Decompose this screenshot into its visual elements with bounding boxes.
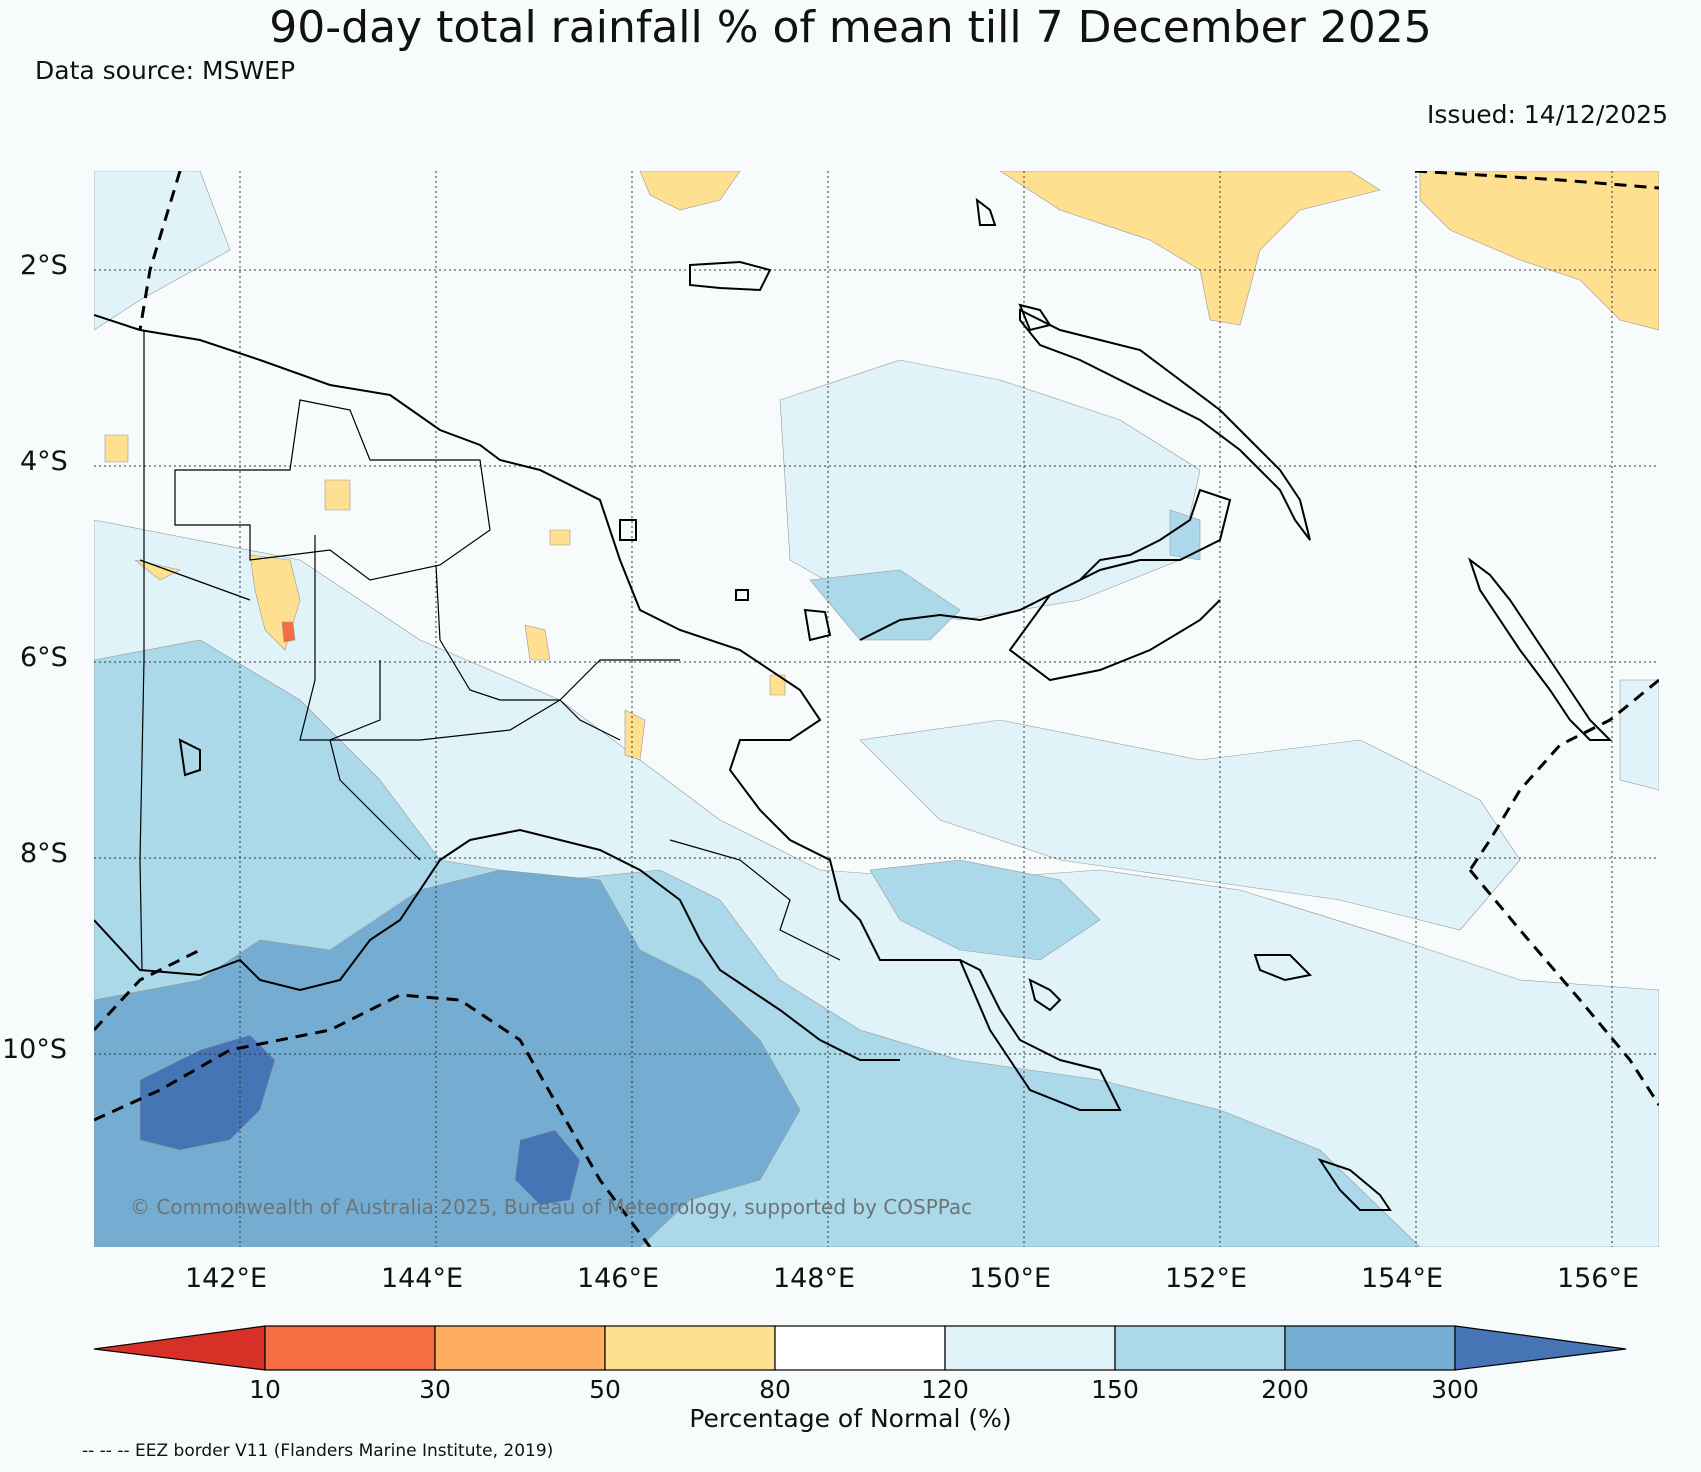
band-200-300 (94, 869, 801, 1247)
rainfall-field (94, 171, 1659, 1247)
lon-label-152e: 152°E (1164, 1263, 1248, 1294)
lon-label-154e: 154°E (1360, 1263, 1444, 1294)
colorbar-tick-120: 120 (921, 1375, 969, 1404)
colorbar-bin-10-30 (264, 1325, 436, 1371)
data-source-label: Data source: MSWEP (35, 56, 296, 85)
lat-label-10s: 10°S (2, 1034, 67, 1065)
colorbar-bin-80-120 (774, 1325, 946, 1371)
colorbar-tick-30: 30 (419, 1375, 451, 1404)
colorbar-tick-150: 150 (1091, 1375, 1139, 1404)
lat-label-6s: 6°S (20, 642, 68, 673)
eez-borders (94, 171, 1659, 1247)
eez-legend-note: -- -- -- EEZ border V11 (Flanders Marine… (82, 1441, 554, 1461)
band-50-80 (104, 171, 1659, 761)
colorbar-extend-low (93, 1325, 266, 1371)
admin-borders (139, 330, 841, 971)
lon-label-148e: 148°E (772, 1263, 856, 1294)
lat-label-2s: 2°S (20, 250, 68, 281)
colorbar-tick-80: 80 (759, 1375, 791, 1404)
colorbar-bin-150-200 (1114, 1325, 1286, 1371)
colorbar-tick-300: 300 (1431, 1375, 1479, 1404)
lon-label-150e: 150°E (968, 1263, 1052, 1294)
lat-label-8s: 8°S (20, 838, 68, 869)
band-30-50 (281, 621, 296, 643)
colorbar-bin-30-50 (434, 1325, 606, 1371)
colorbar-extend-high (1454, 1325, 1627, 1371)
map-title: 90-day total rainfall % of mean till 7 D… (269, 2, 1432, 53)
colorbar-bin-120-150 (944, 1325, 1116, 1371)
lon-label-144e: 144°E (380, 1263, 464, 1294)
colorbar-tick-10: 10 (249, 1375, 281, 1404)
issued-date-label: Issued: 14/12/2025 (1427, 100, 1668, 129)
colorbar-bin-200-300 (1284, 1325, 1456, 1371)
lon-label-156e: 156°E (1556, 1263, 1640, 1294)
colorbar-bin-50-80 (604, 1325, 776, 1371)
graticule (94, 171, 1659, 1247)
lat-label-4s: 4°S (20, 446, 68, 477)
colorbar-tick-200: 200 (1261, 1375, 1309, 1404)
lon-label-142e: 142°E (184, 1263, 268, 1294)
colorbar-tick-50: 50 (589, 1375, 621, 1404)
colorbar (93, 1325, 1627, 1371)
colorbar-title: Percentage of Normal (%) (689, 1404, 1012, 1433)
coastlines (94, 197, 1613, 1211)
lon-label-146e: 146°E (576, 1263, 660, 1294)
copyright-notice: © Commonwealth of Australia 2025, Bureau… (130, 1195, 973, 1219)
band-over-300 (139, 1034, 581, 1206)
